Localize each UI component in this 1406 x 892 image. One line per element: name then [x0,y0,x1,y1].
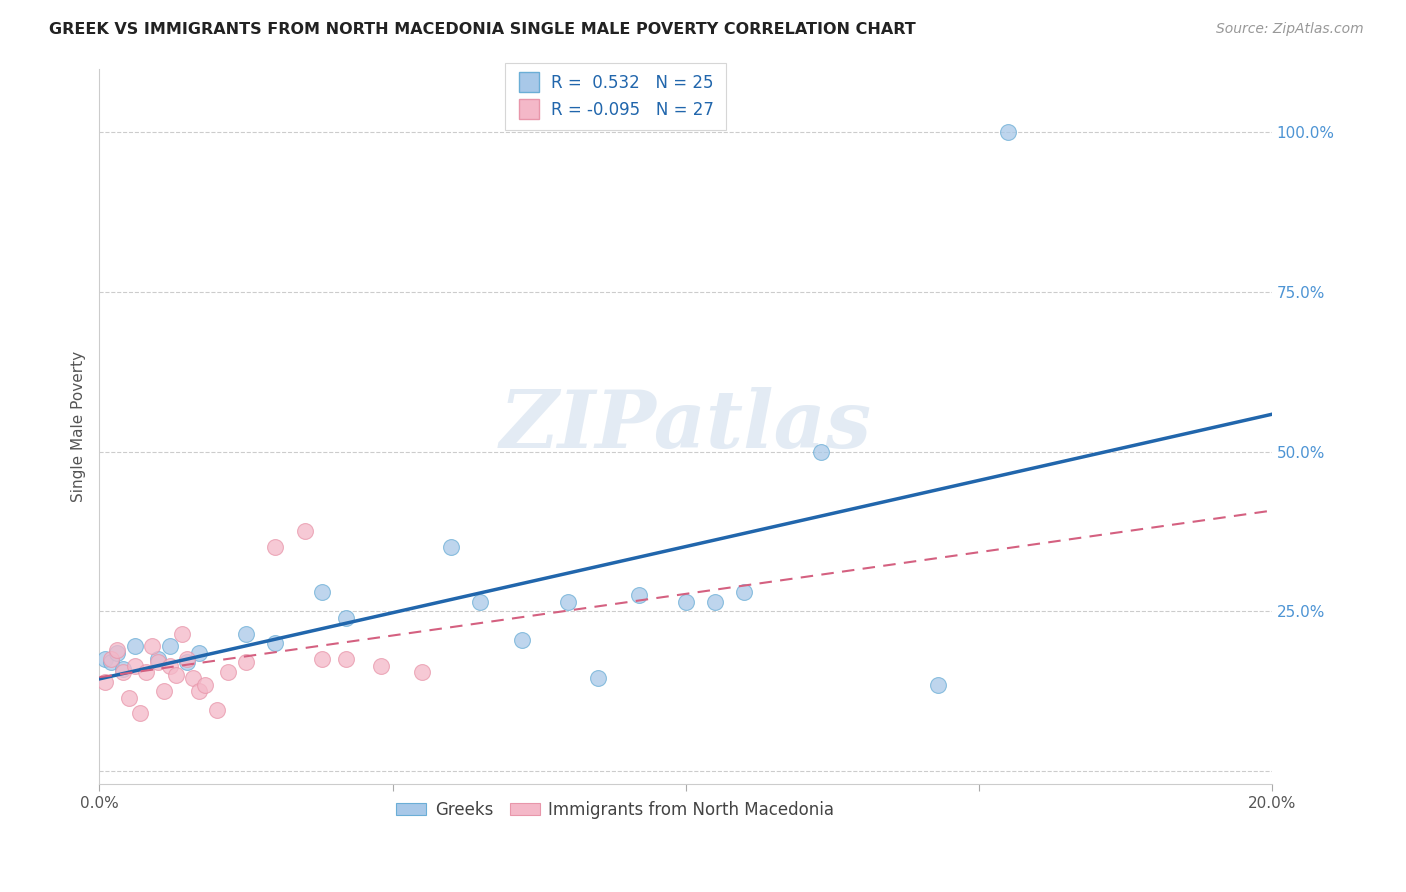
Point [675,595,697,609]
Point [733,585,755,599]
Point [176,656,198,670]
Point [370,658,392,673]
Point [105,646,128,660]
Point [94,674,117,689]
Legend: Greeks, Immigrants from North Macedonia: Greeks, Immigrants from North Macedonia [389,794,841,825]
Point [141,640,163,654]
Point [105,642,128,657]
Point [188,684,211,698]
Point [100,652,122,666]
Point [159,658,181,673]
Text: Source: ZipAtlas.com: Source: ZipAtlas.com [1216,22,1364,37]
Point [294,524,316,539]
Text: ZIPatlas: ZIPatlas [499,387,872,465]
Point [146,652,169,666]
Point [704,595,727,609]
Point [165,668,187,682]
Point [810,444,832,458]
Point [188,646,211,660]
Point [124,658,146,673]
Point [927,678,949,692]
Point [510,633,533,648]
Point [557,595,579,609]
Point [170,626,193,640]
Point [235,656,257,670]
Point [111,662,134,676]
Point [264,541,287,555]
Point [159,640,181,654]
Point [176,652,198,666]
Point [217,665,239,679]
Text: GREEK VS IMMIGRANTS FROM NORTH MACEDONIA SINGLE MALE POVERTY CORRELATION CHART: GREEK VS IMMIGRANTS FROM NORTH MACEDONIA… [49,22,915,37]
Point [146,656,169,670]
Point [124,640,146,654]
Point [586,672,609,686]
Point [411,665,433,679]
Point [153,684,176,698]
Point [129,706,152,721]
Point [997,125,1019,139]
Point [235,626,257,640]
Point [111,665,134,679]
Point [470,595,492,609]
Point [181,672,204,686]
Y-axis label: Single Male Poverty: Single Male Poverty [72,351,86,501]
Point [194,678,217,692]
Point [118,690,141,705]
Point [311,652,333,666]
Point [264,636,287,650]
Point [335,610,357,624]
Point [440,541,463,555]
Point [205,703,228,717]
Point [335,652,357,666]
Point [100,656,122,670]
Point [94,652,117,666]
Point [311,585,333,599]
Point [627,588,650,602]
Point [135,665,157,679]
